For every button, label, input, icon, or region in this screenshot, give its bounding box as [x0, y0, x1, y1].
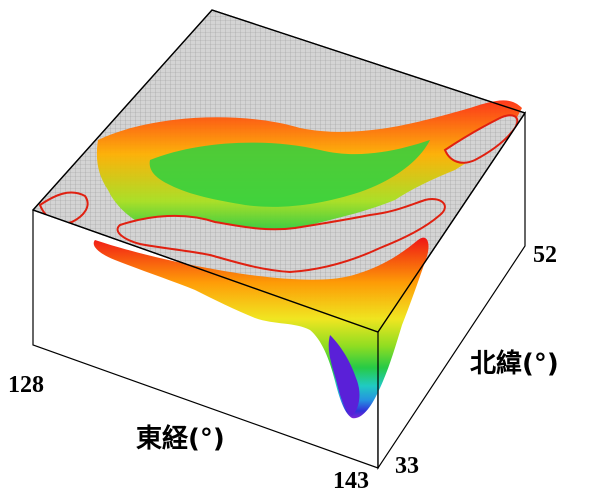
y-tick-max: 52 — [533, 242, 557, 268]
trench-deep — [328, 335, 360, 416]
y-tick-min: 33 — [395, 453, 419, 479]
x-axis-label: 東経(°) — [136, 423, 225, 454]
y-axis-label: 北緯(°) — [470, 349, 559, 379]
japan-islands — [116, 198, 446, 274]
sea-basin-green — [149, 140, 430, 207]
x-tick-min: 128 — [8, 372, 44, 398]
top-face-outline — [32, 9, 527, 333]
x-tick-max: 143 — [333, 468, 369, 492]
